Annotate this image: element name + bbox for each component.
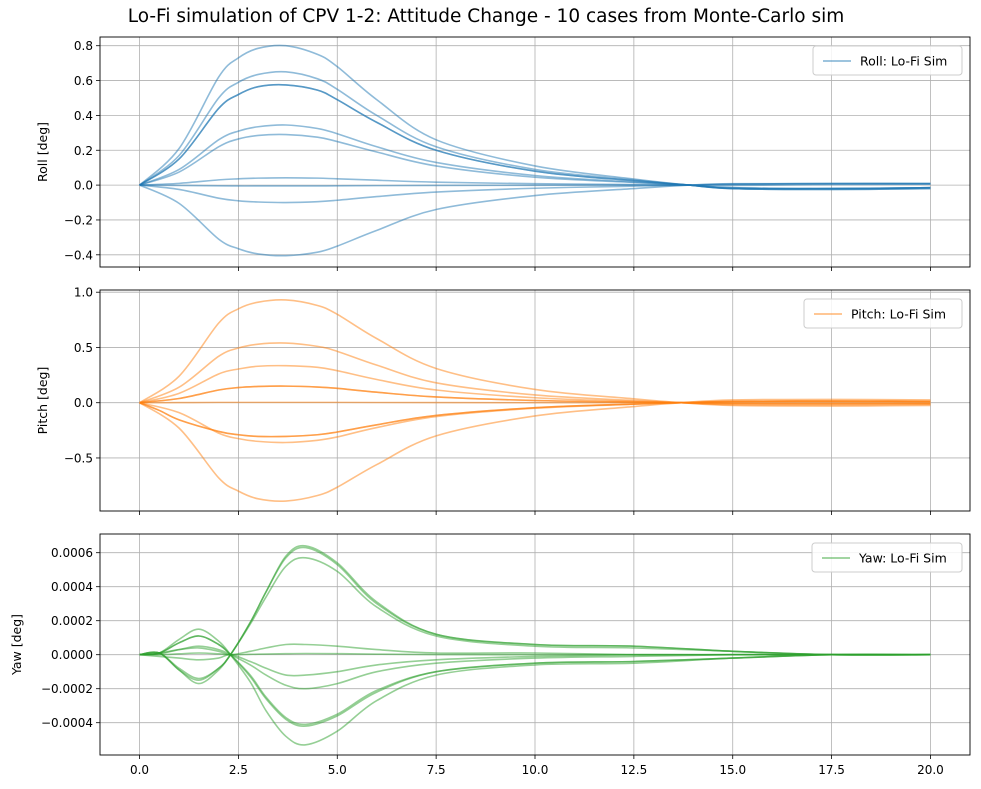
y-axis-label: Roll [deg] (35, 122, 50, 182)
y-axis-label: Yaw [deg] (9, 614, 24, 676)
axes-frame (99, 289, 971, 512)
y-tick-label: 0.5 (74, 341, 93, 355)
subplot-3: 0.0 2.5 5.0 7.5 10.0 12.5 15.0 17.5 20.0 −0.0004 −… (9, 533, 971, 777)
series-line (139, 133, 931, 190)
legend-label: Roll: Lo-Fi Sim (860, 54, 947, 69)
y-tick-label: 0.0 (74, 396, 93, 410)
y-tick-label: 0.0006 (51, 546, 93, 560)
series-line (139, 653, 931, 677)
figure-title: Lo-Fi simulation of CPV 1-2: Attitude Ch… (127, 6, 845, 27)
series-line (139, 385, 931, 405)
legend: Roll: Lo-Fi Sim (812, 45, 963, 76)
y-tick-label: 0.8 (74, 39, 93, 53)
series-line (139, 645, 931, 690)
series-line (139, 400, 931, 444)
legend-label: Pitch: Lo-Fi Sim (851, 307, 946, 322)
x-tick-label: 20.0 (917, 763, 944, 777)
y-tick-label: 0.0000 (51, 648, 93, 662)
y-tick-label: 0.6 (74, 74, 93, 88)
axes-frame (99, 36, 971, 268)
legend-box (811, 542, 963, 573)
legend-label: Yaw: Lo-Fi Sim (858, 551, 947, 566)
y-tick-label: 0.0002 (51, 614, 93, 628)
series-line (139, 182, 931, 257)
x-tick-label: 17.5 (818, 763, 845, 777)
legend: Pitch: Lo-Fi Sim (803, 298, 963, 329)
y-tick-label: 0.0004 (51, 580, 93, 594)
series-line (139, 401, 931, 404)
series-line (139, 546, 931, 680)
y-tick-label: 1.0 (74, 286, 93, 300)
x-tick-label: 2.5 (229, 763, 248, 777)
y-tick-label: 0.2 (74, 144, 93, 158)
legend-box (803, 298, 963, 329)
series-line (139, 635, 931, 726)
y-tick-label: 0.4 (74, 109, 93, 123)
series-group (139, 44, 931, 257)
subplot-1: −0.4 −0.2 0.0 0.2 0.4 0.6 0.8 Roll [deg] Roll: L… (35, 36, 971, 271)
y-tick-label: −0.0004 (41, 716, 93, 730)
y-axis-label: Pitch [deg] (35, 367, 50, 435)
legend-box (812, 45, 963, 76)
y-tick-label: 0.0 (74, 179, 93, 193)
y-tick-label: −0.0002 (41, 682, 93, 696)
y-tick-label: −0.4 (64, 248, 93, 262)
x-tick-label: 7.5 (427, 763, 446, 777)
x-tick-label: 5.0 (328, 763, 347, 777)
legend: Yaw: Lo-Fi Sim (811, 542, 963, 573)
series-group (139, 299, 931, 502)
series-group (139, 544, 931, 746)
x-tick-label: 0.0 (130, 763, 149, 777)
series-line (139, 556, 931, 685)
series-line (139, 628, 931, 746)
x-tick-label: 15.0 (719, 763, 746, 777)
x-tick-label: 10.0 (522, 763, 549, 777)
series-line (139, 398, 931, 502)
x-tick-label: 12.5 (621, 763, 648, 777)
axes-frame (99, 533, 971, 756)
subplot-2: −0.5 0.0 0.5 1.0 Pitch [deg] Pitch: Lo-Fi Sim (35, 286, 971, 515)
series-line (139, 176, 931, 187)
y-tick-label: −0.5 (64, 451, 93, 465)
y-tick-label: −0.2 (64, 213, 93, 227)
